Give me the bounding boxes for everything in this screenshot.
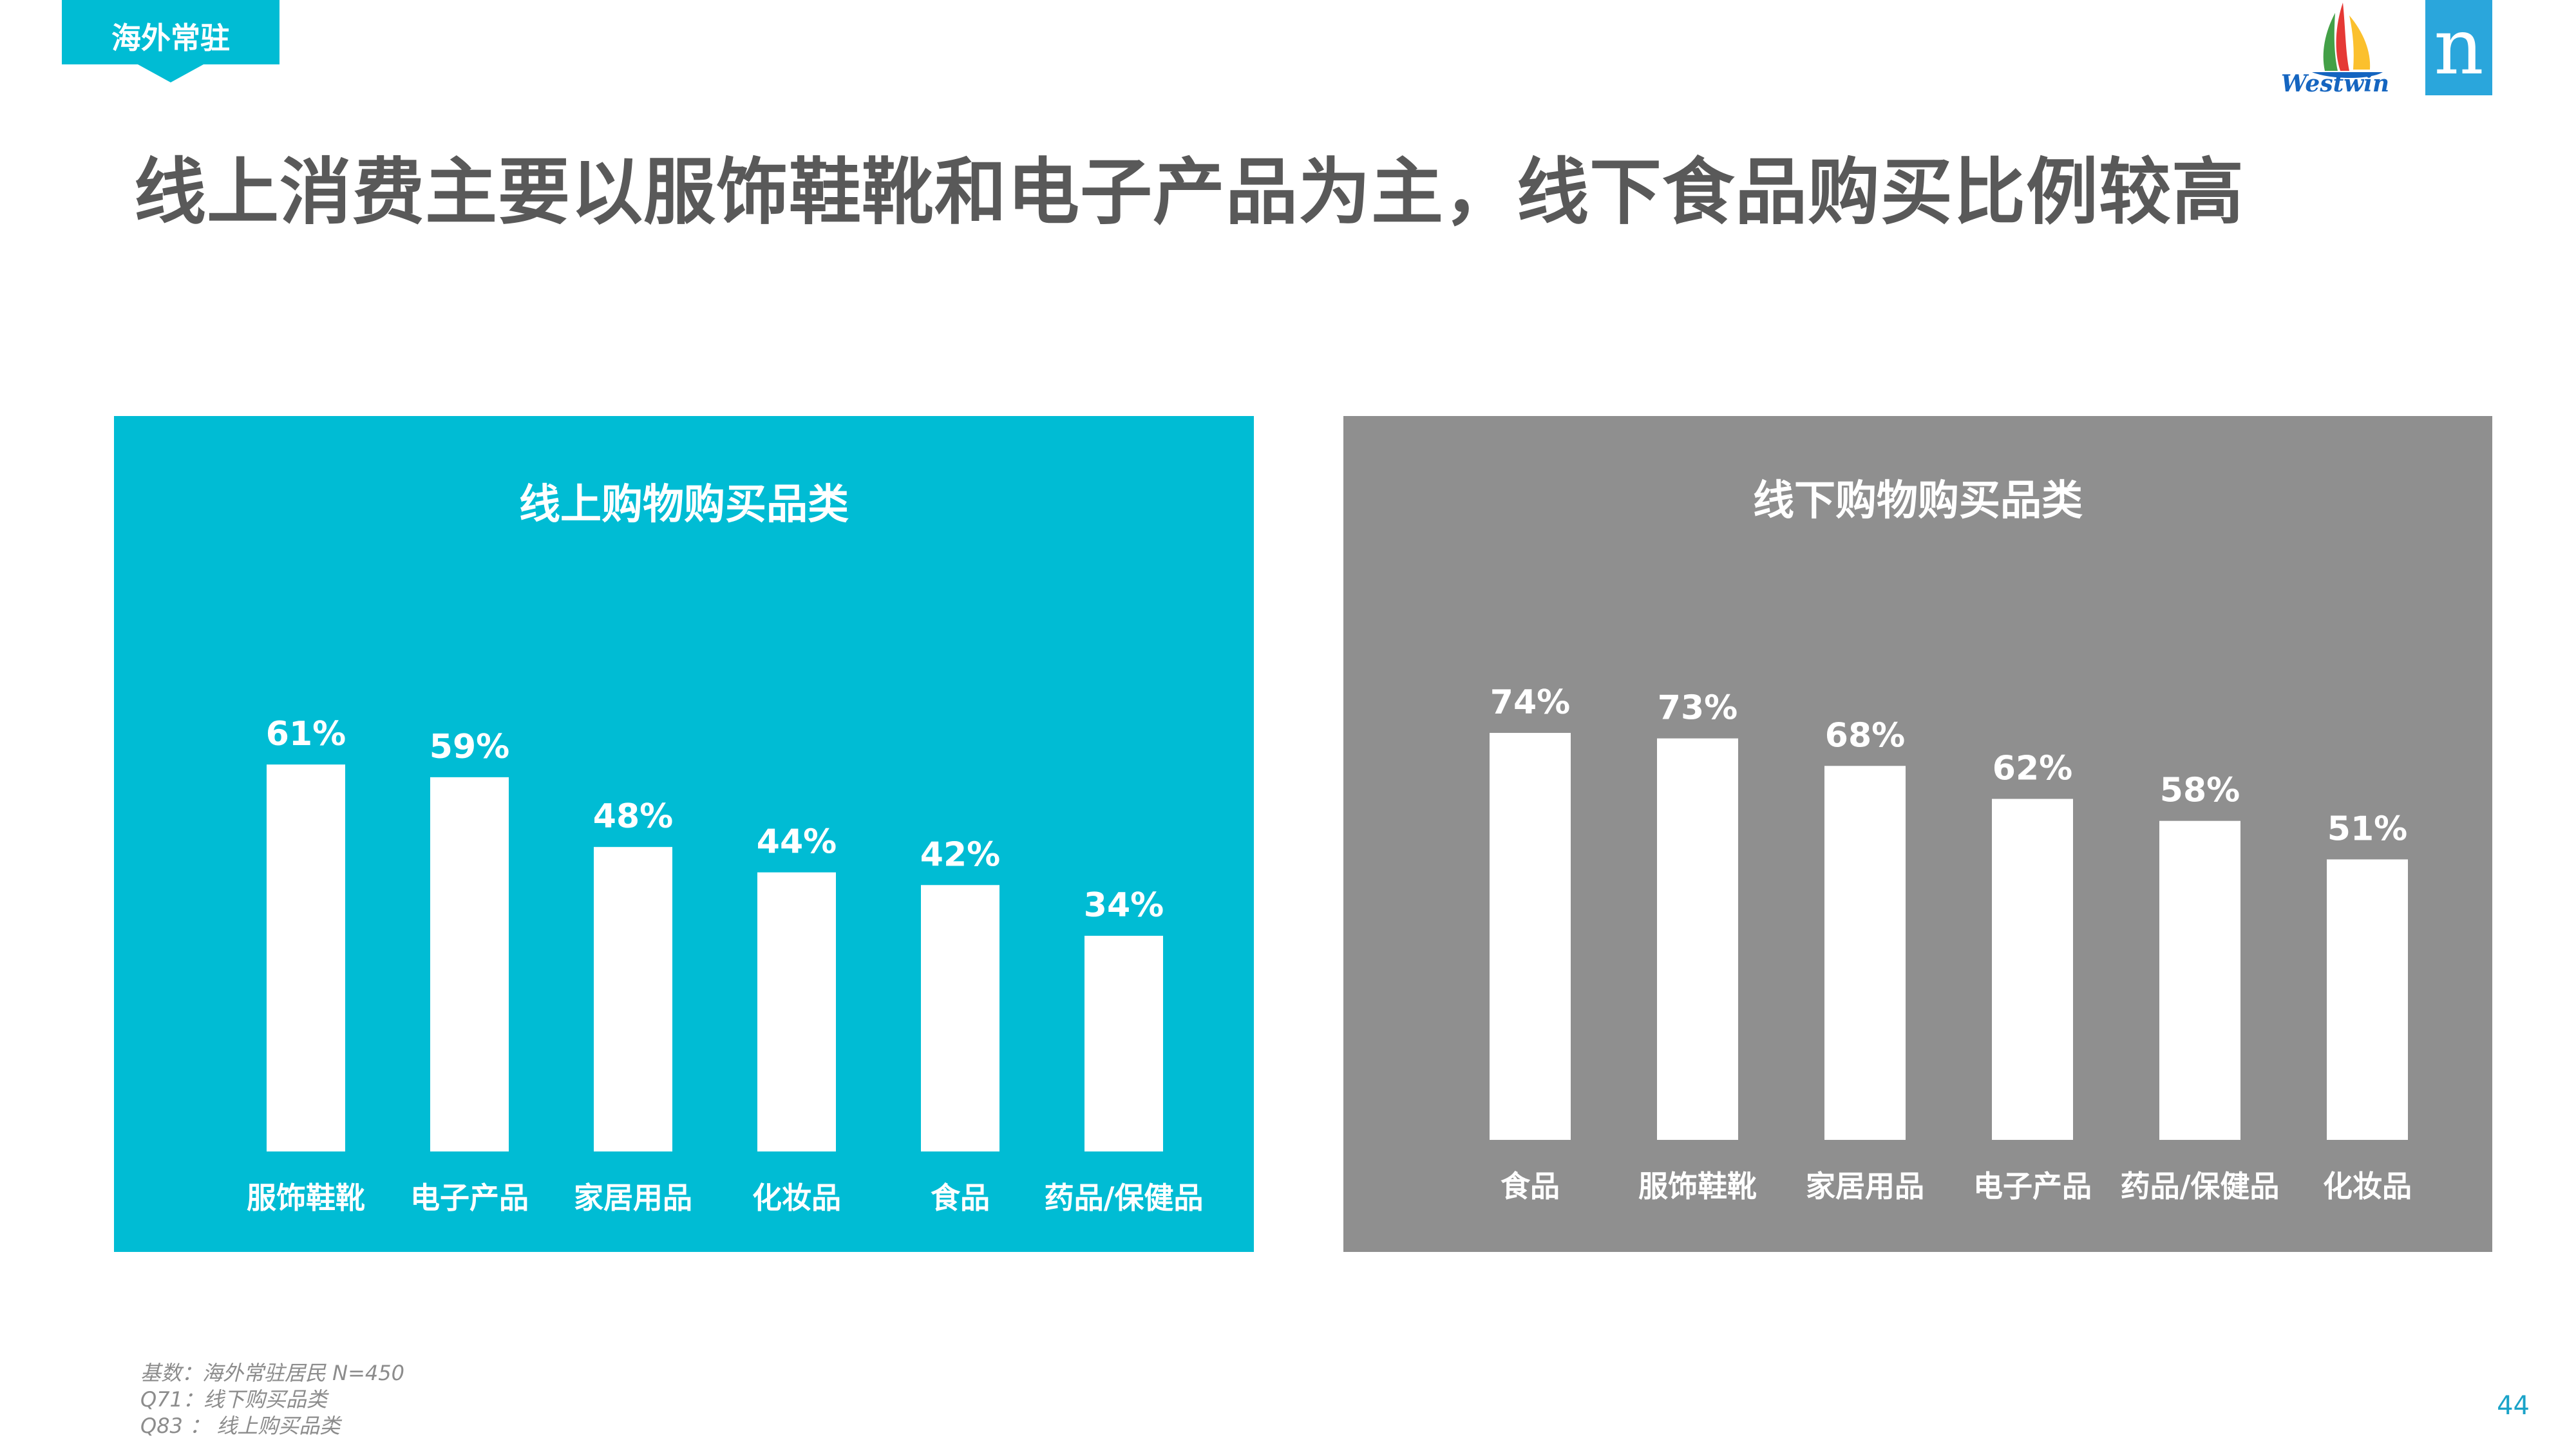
section-tag-label: 海外常驻 — [111, 21, 230, 55]
westwin-logo: Westwin — [2281, 3, 2389, 97]
online-value-label-2: 48% — [593, 797, 673, 836]
offline-bar-2 — [1824, 766, 1906, 1140]
online-bar-3 — [757, 872, 836, 1151]
offline-category-label-1: 服饰鞋靴 — [1638, 1169, 1757, 1204]
westwin-logo-text: Westwin — [2281, 70, 2389, 97]
online-bar-5 — [1084, 936, 1163, 1151]
offline-value-label-2: 68% — [1825, 716, 1905, 755]
offline-value-label-4: 58% — [2160, 772, 2240, 810]
brand-n-logo: n — [2425, 0, 2492, 95]
online-category-label-2: 家居用品 — [574, 1180, 692, 1215]
online-value-label-4: 42% — [920, 835, 1000, 874]
footnote-q71: Q71：线下购买品类 — [140, 1387, 327, 1412]
offline-category-label-3: 电子产品 — [1973, 1169, 2092, 1204]
offline-bar-3 — [1992, 799, 2073, 1140]
online-category-label-4: 食品 — [931, 1180, 990, 1215]
offline-value-label-0: 74% — [1490, 683, 1570, 722]
offline-bar-chart: 74% 食品 73% 服饰鞋靴 68% 家居用品 62% 电子产品 58% 药品/保健品 51% 化妆… — [1490, 683, 2412, 1204]
online-bar-chart: 61% 服饰鞋靴 59% 电子产品 48% 家居用品 44% 化妆品 42% 食品 34% 药品/保健… — [247, 715, 1204, 1215]
online-bar-4 — [921, 885, 999, 1151]
offline-bar-5 — [2327, 859, 2408, 1140]
online-value-label-0: 61% — [266, 715, 346, 753]
offline-category-label-0: 食品 — [1501, 1169, 1560, 1204]
online-value-label-1: 59% — [430, 728, 509, 766]
offline-bar-1 — [1657, 738, 1738, 1140]
offline-category-label-5: 化妆品 — [2323, 1169, 2412, 1204]
online-bar-0 — [267, 764, 345, 1151]
online-bar-1 — [430, 777, 509, 1151]
offline-chart-title: 线下购物购买品类 — [1753, 477, 2083, 525]
online-category-label-0: 服饰鞋靴 — [247, 1180, 365, 1215]
offline-category-label-2: 家居用品 — [1806, 1169, 1924, 1204]
offline-chart-panel: 线下购物购买品类 74% 食品 73% 服饰鞋靴 68% 家居用品 62% 电子产品 58% 药品… — [1343, 416, 2492, 1252]
online-chart-title: 线上购物购买品类 — [519, 481, 849, 529]
footnote-q83: Q83 ： 线上购买品类 — [140, 1414, 341, 1438]
brand-n-letter: n — [2434, 3, 2484, 92]
footnotes: 基数：海外常驻居民 N=450 Q71：线下购买品类 Q83 ： 线上购买品类 — [140, 1360, 404, 1439]
footnote-base: 基数：海外常驻居民 N=450 — [140, 1361, 405, 1385]
online-category-label-1: 电子产品 — [410, 1180, 529, 1215]
offline-value-label-5: 51% — [2327, 810, 2407, 848]
offline-bar-0 — [1490, 733, 1571, 1140]
online-chart-panel: 线上购物购买品类 61% 服饰鞋靴 59% 电子产品 48% 家居用品 44% 化妆品 42% 食… — [114, 416, 1254, 1252]
online-bar-2 — [594, 847, 672, 1151]
online-category-label-3: 化妆品 — [752, 1180, 841, 1215]
online-value-label-3: 44% — [757, 823, 837, 862]
online-value-label-5: 34% — [1084, 886, 1164, 925]
offline-bar-4 — [2159, 820, 2240, 1140]
page-number: 44 — [2497, 1391, 2530, 1421]
online-category-label-5: 药品/保健品 — [1045, 1180, 1204, 1215]
section-tag-shape — [62, 0, 279, 82]
page-title: 线上消费主要以服饰鞋靴和电子产品为主，线下食品购买比例较高 — [134, 151, 2244, 234]
offline-value-label-1: 73% — [1658, 689, 1738, 728]
offline-value-label-3: 62% — [1993, 750, 2072, 788]
offline-category-label-4: 药品/保健品 — [2121, 1169, 2280, 1204]
